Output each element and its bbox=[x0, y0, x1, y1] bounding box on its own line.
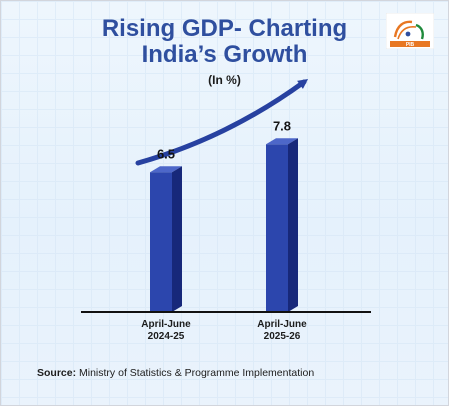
x-tick-label-0-line-1: 2024-25 bbox=[148, 331, 185, 342]
unit-label: (In %) bbox=[208, 73, 241, 87]
chart-title-line-2: India’s Growth bbox=[141, 41, 308, 68]
x-tick-label-0-line-0: April-June bbox=[141, 319, 191, 330]
trend-arrow bbox=[135, 79, 309, 166]
chart-title-line-1: Rising GDP- Charting bbox=[101, 15, 348, 42]
bar-top-1 bbox=[266, 138, 298, 145]
source-text: Ministry of Statistics & Programme Imple… bbox=[79, 367, 315, 379]
pib-logo: PIB bbox=[386, 13, 434, 49]
data-label-1: 7.8 bbox=[273, 118, 291, 133]
bar-1 bbox=[266, 144, 288, 312]
bar-side-1 bbox=[288, 138, 298, 312]
x-tick-label-1-line-1: 2025-26 bbox=[264, 331, 301, 342]
bar-top-0 bbox=[150, 166, 182, 173]
bar-0 bbox=[150, 172, 172, 312]
source-note: Source: Ministry of Statistics & Program… bbox=[37, 367, 314, 379]
logo-text: PIB bbox=[406, 42, 415, 48]
bar-side-0 bbox=[172, 166, 182, 312]
data-label-0: 6.5 bbox=[157, 146, 175, 161]
x-tick-label-1-line-0: April-June bbox=[257, 319, 307, 330]
source-label: Source: bbox=[37, 367, 77, 379]
